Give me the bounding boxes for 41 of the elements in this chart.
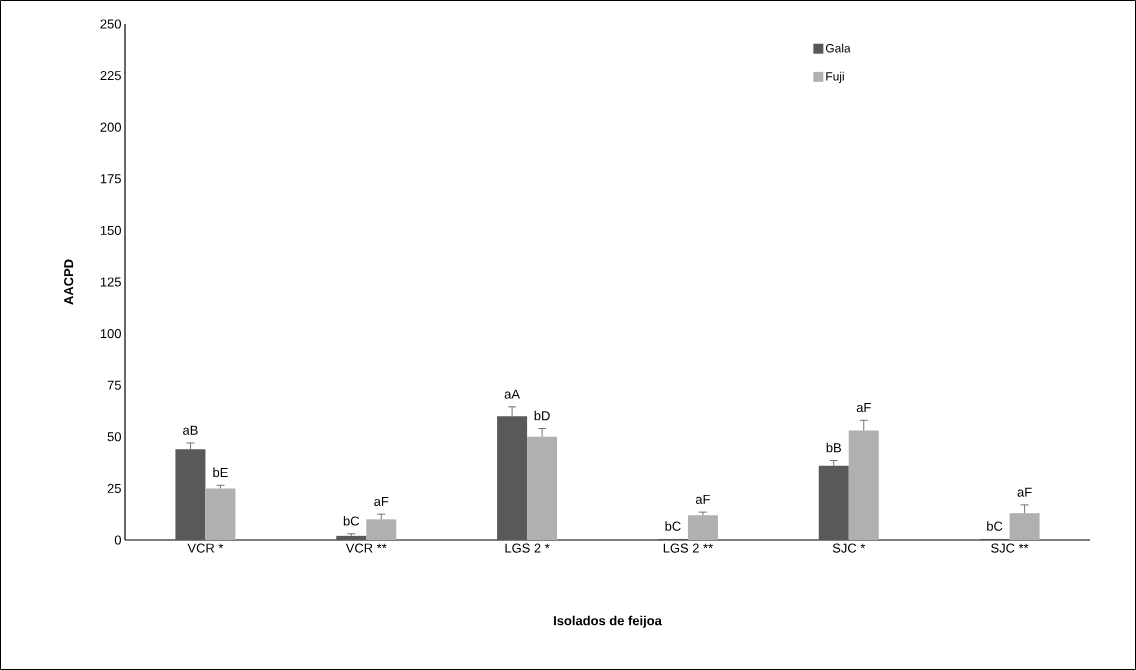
bar [527, 436, 558, 540]
bar [366, 519, 397, 540]
y-tick-label: 25 [107, 483, 121, 493]
bar [205, 488, 236, 540]
y-tick-label: 100 [100, 329, 121, 339]
x-tick-label: SJC * [832, 543, 866, 553]
annotation: bD [534, 410, 550, 421]
y-tick-label: 125 [100, 277, 121, 287]
x-tick-label: VCR ** [345, 543, 387, 553]
bar [848, 430, 879, 540]
x-axis-title: Isolados de feijoa [554, 615, 662, 628]
annotation: aB [183, 425, 198, 435]
annotation: bB [826, 442, 841, 453]
x-tick-label: LGS 2 * [505, 543, 550, 553]
x-tick-label: LGS 2 ** [663, 543, 713, 553]
annotation: bE [213, 467, 228, 478]
annotation: bC [343, 516, 360, 526]
y-tick-label: 75 [107, 380, 121, 390]
bar [687, 515, 718, 540]
y-tick-label: 150 [100, 225, 121, 235]
y-tick-label: 250 [100, 19, 121, 29]
x-tick-label: SJC ** [991, 543, 1029, 553]
annotation: aA [504, 389, 520, 399]
bar [1009, 513, 1040, 540]
bar [336, 535, 367, 540]
x-tick-label: VCR * [187, 543, 224, 553]
annotation: aF [695, 494, 710, 504]
annotation: aF [1017, 487, 1032, 497]
y-tick-label: 0 [114, 535, 121, 545]
annotation: bC [987, 521, 1003, 531]
y-tick-label: 225 [100, 71, 121, 81]
y-axis-title: AACPD [64, 259, 74, 305]
legend-label: Fuji [826, 71, 844, 83]
annotation: aF [374, 496, 389, 506]
y-tick-label: 175 [100, 174, 121, 184]
y-tick-label: 50 [107, 432, 121, 442]
annotation: aF [856, 403, 871, 413]
bar [818, 465, 849, 540]
legend-label: Gala [825, 43, 851, 53]
y-tick-label: 200 [100, 122, 121, 132]
annotation: bC [665, 521, 681, 531]
